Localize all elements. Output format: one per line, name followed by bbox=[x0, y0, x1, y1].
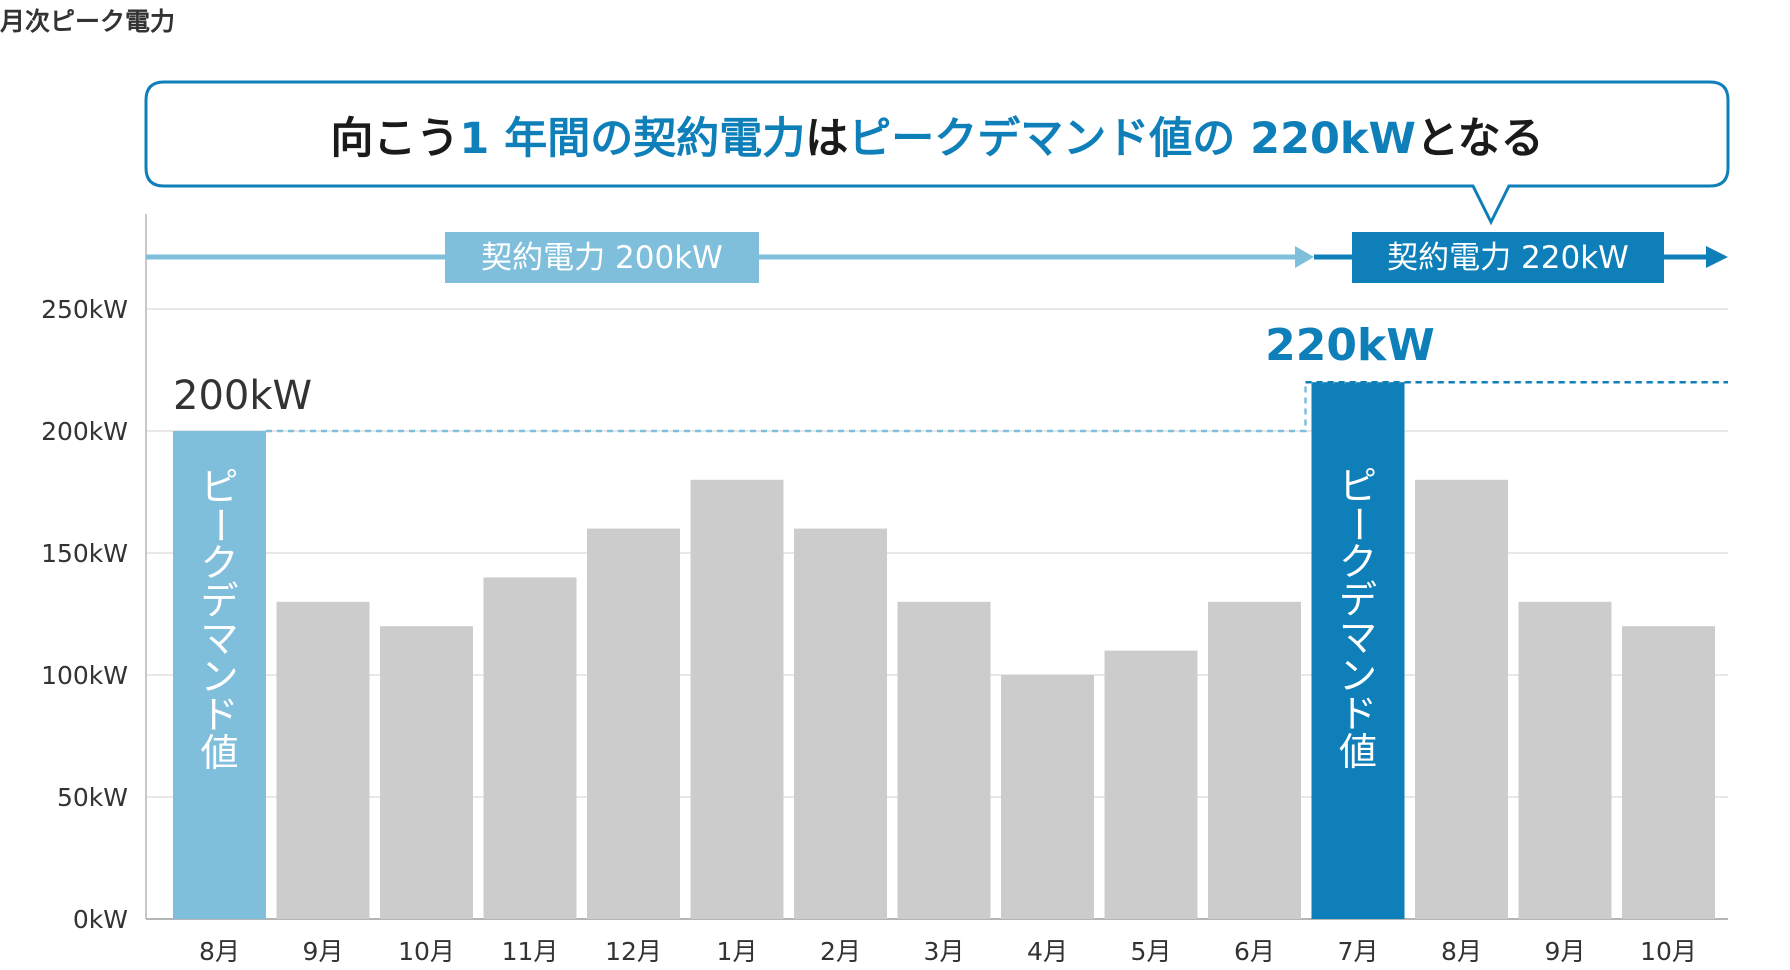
contract-box-220 bbox=[1352, 232, 1664, 283]
bar-inner-label-char: ド bbox=[200, 693, 238, 737]
bar bbox=[1311, 382, 1405, 919]
y-tick-label: 150kW bbox=[41, 539, 128, 568]
x-tick-label: 11月 bbox=[502, 937, 559, 966]
bar-inner-label-char: ー bbox=[1336, 505, 1380, 543]
x-tick-label: 5月 bbox=[1131, 937, 1172, 966]
bar-inner-label-char: ー bbox=[198, 506, 242, 544]
contract-arrow-220-head bbox=[1706, 246, 1728, 268]
bar bbox=[587, 528, 680, 919]
x-tick-label: 9月 bbox=[303, 937, 344, 966]
bar-inner-label-char: ピ bbox=[200, 465, 238, 509]
bar-inner-label-char: デ bbox=[1339, 578, 1377, 622]
bar-inner-label-char: ク bbox=[1339, 540, 1377, 584]
callout-bubble bbox=[144, 80, 1730, 226]
peak-label-200: 200kW bbox=[173, 373, 312, 419]
x-tick-label: 9月 bbox=[1545, 937, 1586, 966]
bar bbox=[1415, 479, 1508, 919]
x-tick-label: 3月 bbox=[924, 937, 965, 966]
x-tick-label: 8月 bbox=[199, 937, 240, 966]
y-tick-label: 0kW bbox=[73, 905, 128, 934]
x-tick-label: 10月 bbox=[1640, 937, 1697, 966]
bar bbox=[380, 626, 473, 919]
bar-inner-label-char: ン bbox=[200, 655, 238, 699]
dashed-reference-line-200 bbox=[266, 380, 1728, 433]
contract-box-200 bbox=[445, 232, 759, 283]
page-title: 月次ピーク電力 bbox=[0, 7, 176, 36]
peak-label-220: 220kW bbox=[1265, 320, 1435, 371]
bar-inner-label-char: マ bbox=[1339, 616, 1377, 660]
overlay bbox=[144, 80, 1730, 433]
bar-inner-label-char: ド bbox=[1339, 692, 1377, 736]
x-tick-label: 7月 bbox=[1338, 937, 1379, 966]
x-tick-label: 10月 bbox=[398, 937, 455, 966]
x-tick-label: 4月 bbox=[1027, 937, 1068, 966]
bar-inner-label-char: 値 bbox=[1339, 730, 1377, 774]
bar bbox=[1208, 601, 1301, 919]
y-tick-label: 100kW bbox=[41, 661, 128, 690]
bar bbox=[690, 479, 784, 919]
bar bbox=[1518, 601, 1612, 919]
x-tick-label: 1月 bbox=[717, 937, 758, 966]
x-tick-label: 6月 bbox=[1234, 937, 1275, 966]
callout-part3: は bbox=[805, 114, 849, 164]
bar-inner-label-char: ク bbox=[200, 541, 238, 585]
bar-inner-label-char: ピ bbox=[1339, 464, 1377, 508]
x-tick-label: 2月 bbox=[820, 937, 861, 966]
x-tick-label: 8月 bbox=[1441, 937, 1482, 966]
y-tick-label: 250kW bbox=[41, 295, 128, 324]
bars bbox=[173, 382, 1715, 919]
bar bbox=[1622, 626, 1715, 919]
callout-part5: となる bbox=[1415, 114, 1544, 164]
bar bbox=[483, 577, 577, 919]
x-tick-label: 12月 bbox=[605, 937, 662, 966]
y-tick-label: 200kW bbox=[41, 417, 128, 446]
bar bbox=[897, 601, 991, 919]
contract-label-200: 契約電力 200kW bbox=[481, 240, 723, 276]
callout-part2: 1 年間の契約電力 bbox=[459, 114, 806, 164]
bar-inner-label-char: マ bbox=[200, 617, 238, 661]
bar-inner-label-char: デ bbox=[200, 579, 238, 623]
bar bbox=[1001, 675, 1094, 919]
bar-inner-label-char: ン bbox=[1339, 654, 1377, 698]
callout-part1: 向こう bbox=[330, 114, 460, 164]
callout-part4: ピークデマンド値の 220kW bbox=[848, 114, 1416, 164]
y-tick-label: 50kW bbox=[57, 783, 128, 812]
bar-inner-label-char: 値 bbox=[200, 731, 238, 775]
bar bbox=[794, 528, 887, 919]
bar bbox=[276, 601, 370, 919]
contract-label-220: 契約電力 220kW bbox=[1387, 240, 1629, 276]
bar bbox=[1104, 650, 1198, 919]
contract-arrow-200-head bbox=[1295, 246, 1314, 268]
callout-text: 向こう 1 年間の契約電力はピークデマンド値の 220kW となる bbox=[149, 84, 1725, 186]
bar bbox=[173, 431, 266, 919]
